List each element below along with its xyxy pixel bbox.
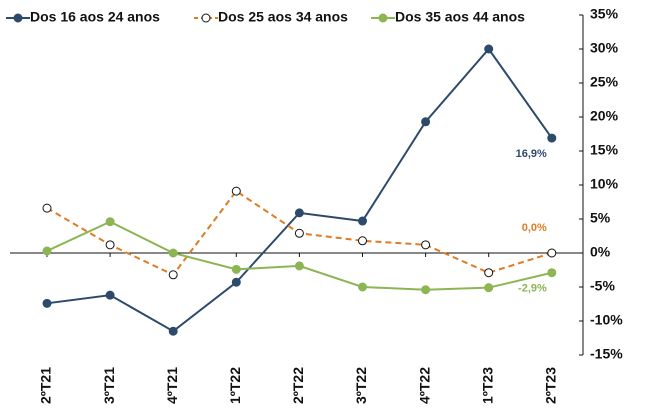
y-tick-label: 15%	[590, 142, 619, 158]
value-label: 16,9%	[516, 148, 547, 160]
value-label: -2,9%	[518, 283, 547, 295]
point	[231, 277, 241, 287]
x-tick-label: 3ºT21	[101, 367, 117, 404]
y-tick-label: 20%	[590, 108, 619, 124]
point	[547, 133, 557, 143]
point	[168, 248, 178, 258]
point	[484, 283, 494, 293]
y-tick-label: 35%	[590, 6, 619, 22]
point	[168, 326, 178, 336]
y-tick-label: -15%	[590, 346, 623, 362]
point	[484, 268, 494, 278]
point	[168, 270, 178, 280]
point	[421, 285, 431, 295]
point	[42, 246, 52, 256]
point	[421, 240, 431, 250]
legend-label: Dos 25 aos 34 anos	[218, 9, 348, 25]
point	[547, 248, 557, 258]
y-tick-label: 10%	[590, 176, 619, 192]
point	[105, 240, 115, 250]
point	[105, 217, 115, 227]
legend-label: Dos 35 aos 44 anos	[395, 9, 525, 25]
y-tick-label: 5%	[590, 210, 611, 226]
legend-label: Dos 16 aos 24 anos	[30, 9, 160, 25]
point	[358, 216, 367, 226]
x-tick-label: 3ºT22	[353, 367, 369, 404]
y-tick-label: -5%	[590, 278, 615, 294]
x-tick-label: 2ºT21	[38, 367, 54, 404]
point	[358, 236, 367, 246]
point	[105, 290, 115, 300]
x-tick-label: 4ºT22	[416, 367, 432, 404]
point	[42, 298, 52, 308]
legend-marker	[201, 13, 211, 23]
x-tick-label: 2ºT22	[290, 367, 306, 404]
y-tick-label: 25%	[590, 74, 619, 90]
y-tick-label: 30%	[590, 40, 619, 56]
point	[421, 117, 431, 127]
point	[294, 228, 304, 238]
point	[42, 203, 52, 213]
x-tick-label: 2ºT23	[543, 367, 559, 404]
x-tick-label: 1ºT22	[227, 367, 243, 404]
point	[294, 261, 304, 271]
point	[484, 44, 494, 54]
point	[358, 282, 367, 292]
point	[547, 268, 557, 278]
y-tick-label: -10%	[590, 312, 623, 328]
x-tick-label: 4ºT21	[164, 367, 180, 404]
point	[294, 208, 304, 218]
legend-marker	[378, 13, 388, 23]
point	[231, 264, 241, 274]
x-tick-label: 1ºT23	[479, 367, 495, 404]
value-label: 0,0%	[522, 222, 547, 234]
point	[231, 186, 241, 196]
legend-marker	[13, 13, 23, 23]
y-tick-label: 0%	[590, 244, 611, 260]
